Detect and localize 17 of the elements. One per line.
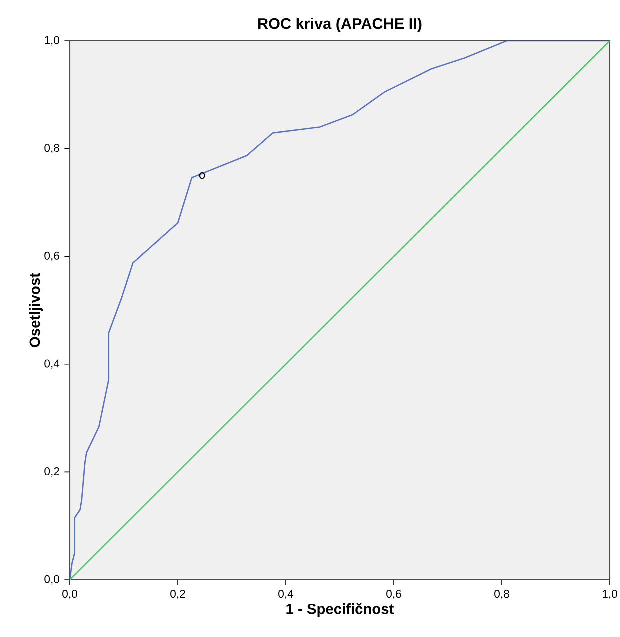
x-tick-label: 0,6 bbox=[386, 590, 402, 600]
x-tick-label: 0,4 bbox=[278, 590, 294, 600]
x-tick-label: 0,0 bbox=[62, 590, 78, 600]
x-tick-label: 1,0 bbox=[602, 590, 618, 600]
y-tick-label: 0,2 bbox=[44, 468, 60, 477]
x-tick-label: 0,8 bbox=[494, 590, 510, 600]
chart-title: ROC kriva (APACHE II) bbox=[258, 18, 422, 32]
x-axis-title: 1 - Specifičnost bbox=[286, 603, 394, 618]
line-series bbox=[70, 41, 610, 580]
annotation: o bbox=[199, 172, 206, 180]
y-tick-label: 0,4 bbox=[44, 360, 60, 370]
y-tick-label: 0,8 bbox=[44, 144, 60, 154]
y-tick-label: 0,6 bbox=[44, 252, 60, 262]
y-tick-label: 0,0 bbox=[44, 575, 60, 585]
y-tick-label: 1,0 bbox=[45, 36, 60, 46]
x-tick-label: 0,2 bbox=[170, 590, 186, 600]
y-axis-title: Osetljivost bbox=[29, 273, 44, 348]
